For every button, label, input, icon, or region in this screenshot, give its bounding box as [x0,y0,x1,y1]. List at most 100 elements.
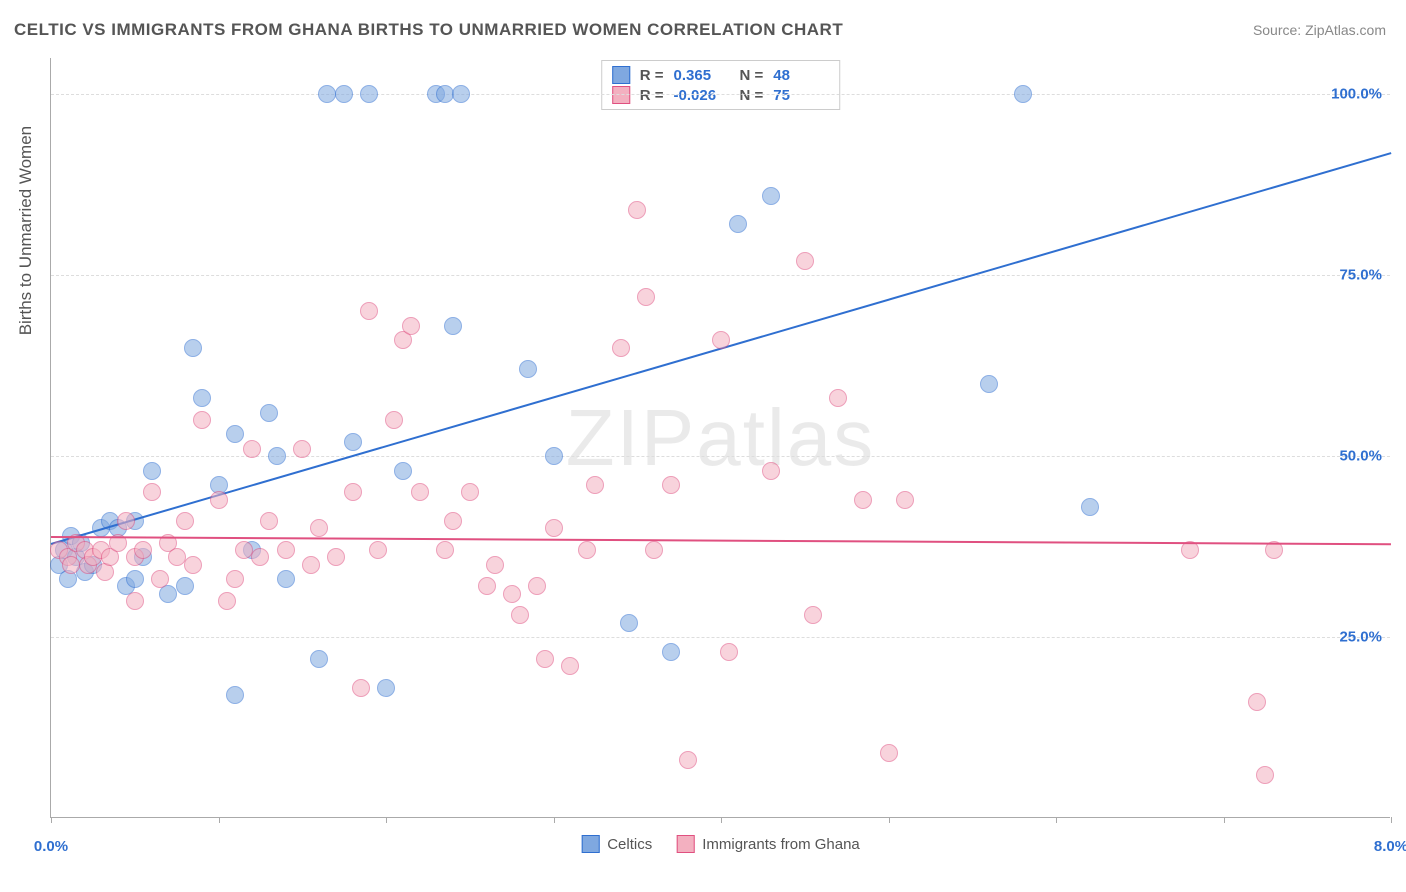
data-point [411,483,429,501]
data-point [528,577,546,595]
data-point [436,541,454,559]
x-tick [889,817,890,823]
data-point [226,686,244,704]
data-point [804,606,822,624]
data-point [1014,85,1032,103]
data-point [277,570,295,588]
x-tick [554,817,555,823]
data-point [143,462,161,480]
gridline [51,637,1390,638]
r-label: R = [640,67,664,84]
data-point [486,556,504,574]
legend-item: Immigrants from Ghana [676,835,860,853]
legend-label: Celtics [607,836,652,853]
data-point [277,541,295,559]
data-point [168,548,186,566]
data-point [184,339,202,357]
data-point [679,751,697,769]
x-tick [1391,817,1392,823]
data-point [344,433,362,451]
data-point [444,512,462,530]
data-point [980,375,998,393]
data-point [143,483,161,501]
data-point [193,389,211,407]
data-point [327,548,345,566]
data-point [662,476,680,494]
watermark: ZIPatlas [566,392,875,484]
data-point [184,556,202,574]
data-point [251,548,269,566]
x-tick [1056,817,1057,823]
data-point [344,483,362,501]
data-point [796,252,814,270]
data-point [226,570,244,588]
data-point [511,606,529,624]
legend-row: R = 0.365 N = 48 [612,65,830,85]
x-tick [219,817,220,823]
y-tick-label: 75.0% [1339,267,1382,284]
data-point [268,447,286,465]
data-point [394,462,412,480]
x-tick [386,817,387,823]
x-tick [51,817,52,823]
x-tick-label: 0.0% [34,838,68,855]
data-point [729,215,747,233]
gridline [51,275,1390,276]
data-point [243,440,261,458]
data-point [235,541,253,559]
n-value: 48 [773,67,829,84]
data-point [478,577,496,595]
data-point [712,331,730,349]
data-point [720,643,738,661]
data-point [360,85,378,103]
data-point [545,447,563,465]
data-point [193,411,211,429]
data-point [176,577,194,595]
data-point [176,512,194,530]
data-point [586,476,604,494]
data-point [218,592,236,610]
n-label: N = [740,67,764,84]
series-legend: Celtics Immigrants from Ghana [581,835,860,853]
data-point [226,425,244,443]
data-point [1248,693,1266,711]
data-point [126,570,144,588]
data-point [662,643,680,661]
data-point [318,85,336,103]
legend-swatch [612,66,630,84]
data-point [645,541,663,559]
data-point [620,614,638,632]
y-axis-label: Births to Unmarried Women [16,126,36,335]
data-point [310,519,328,537]
data-point [762,187,780,205]
data-point [210,491,228,509]
legend-swatch [676,835,694,853]
data-point [578,541,596,559]
data-point [360,302,378,320]
legend-label: Immigrants from Ghana [702,836,860,853]
data-point [536,650,554,668]
y-tick-label: 50.0% [1339,448,1382,465]
data-point [369,541,387,559]
data-point [151,570,169,588]
data-point [1256,766,1274,784]
data-point [402,317,420,335]
data-point [444,317,462,335]
data-point [854,491,872,509]
legend-item: Celtics [581,835,652,853]
source-attribution: Source: ZipAtlas.com [1253,22,1386,38]
data-point [519,360,537,378]
x-tick [1224,817,1225,823]
data-point [829,389,847,407]
data-point [302,556,320,574]
data-point [880,744,898,762]
chart-title: CELTIC VS IMMIGRANTS FROM GHANA BIRTHS T… [14,20,843,40]
r-value: 0.365 [674,67,730,84]
data-point [503,585,521,603]
y-tick-label: 100.0% [1331,86,1382,103]
data-point [461,483,479,501]
correlation-legend: R =0.365N =48R =-0.026N =75 [601,60,841,110]
data-point [377,679,395,697]
data-point [385,411,403,429]
data-point [62,556,80,574]
